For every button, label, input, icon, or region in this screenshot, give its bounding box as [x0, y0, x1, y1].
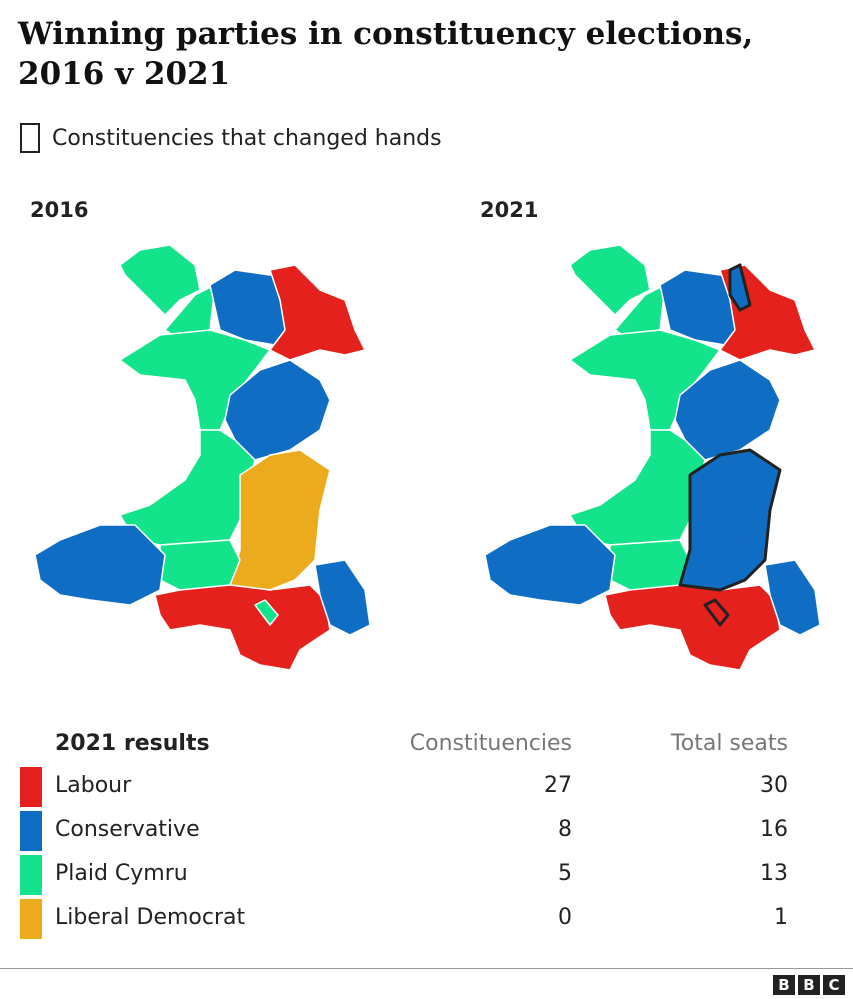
legend-note-text: Constituencies that changed hands	[52, 125, 442, 151]
column-header: 2021 results	[55, 731, 210, 756]
region	[224, 359, 331, 461]
region	[604, 584, 781, 671]
region	[484, 524, 616, 606]
column-header: Constituencies	[409, 731, 572, 756]
total-seats: 16	[760, 817, 788, 842]
party-swatch	[20, 855, 42, 895]
changed-region	[703, 598, 730, 627]
party-swatch	[20, 767, 42, 807]
region	[269, 264, 366, 361]
map-2021	[484, 244, 821, 671]
map-label: 2021	[480, 198, 539, 222]
party-name: Labour	[55, 773, 132, 798]
total-seats: 1	[774, 905, 788, 930]
party-name: Liberal Democrat	[55, 905, 246, 930]
map-label: 2016	[30, 198, 89, 222]
legend-note: Constituencies that changed hands	[20, 123, 442, 153]
constituencies: 5	[558, 861, 572, 886]
region	[569, 244, 651, 316]
region	[159, 539, 241, 591]
maps	[34, 244, 821, 671]
region	[154, 584, 331, 671]
party-swatch	[20, 899, 42, 939]
logo-letter: B	[798, 975, 820, 995]
total-seats: 30	[760, 773, 788, 798]
title: Winning parties in constituency election…	[18, 16, 754, 92]
region	[254, 599, 279, 626]
column-header: Total seats	[671, 731, 788, 756]
constituencies: 27	[544, 773, 572, 798]
logo-letter: B	[773, 975, 795, 995]
outline-swatch	[20, 123, 40, 153]
party-name: Conservative	[55, 817, 200, 842]
footer-rule	[0, 968, 853, 969]
region	[569, 429, 706, 546]
region	[119, 429, 256, 546]
map-2016	[34, 244, 371, 671]
results-table: 2021 results Constituencies Total seats Lab…	[0, 725, 853, 945]
changed-region	[728, 263, 752, 312]
party-name: Plaid Cymru	[55, 861, 188, 886]
constituencies: 8	[558, 817, 572, 842]
region	[609, 539, 691, 591]
region	[314, 559, 371, 636]
region	[119, 244, 201, 316]
logo-letter: C	[823, 975, 845, 995]
total-seats: 13	[760, 861, 788, 886]
region	[34, 524, 166, 606]
constituencies: 0	[558, 905, 572, 930]
region	[764, 559, 821, 636]
party-swatch	[20, 811, 42, 851]
region	[674, 359, 781, 461]
changed-region	[678, 448, 782, 592]
